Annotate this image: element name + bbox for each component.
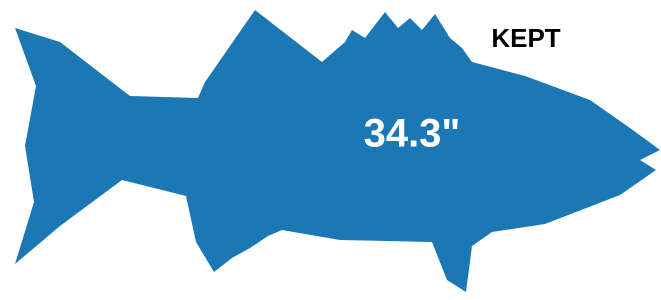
- status-label: KEPT: [491, 23, 560, 53]
- fish-length: 34.3": [364, 112, 461, 156]
- fish-card: 34.3" KEPT: [0, 0, 661, 300]
